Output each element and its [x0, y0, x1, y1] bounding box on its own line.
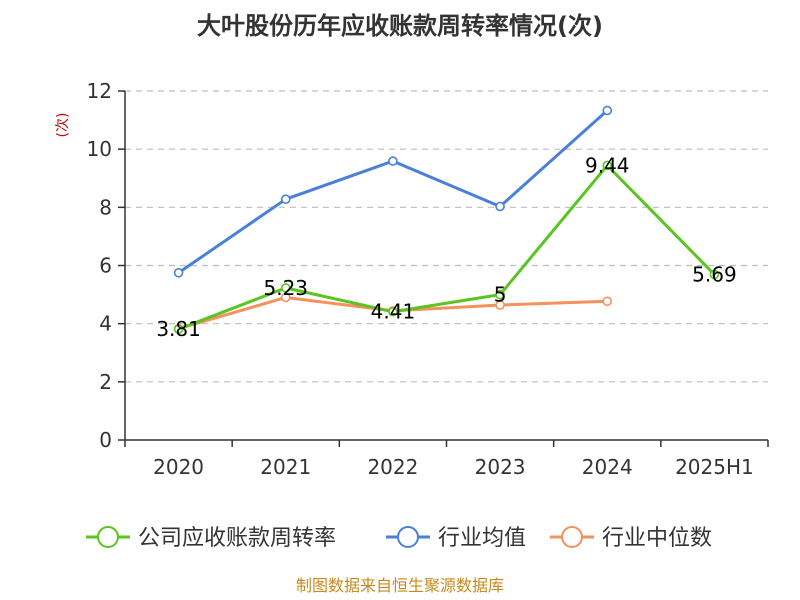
data-point	[173, 324, 184, 334]
series-group	[173, 105, 720, 334]
data-point	[602, 160, 613, 171]
x-tick-label: 2023	[475, 455, 526, 479]
legend-label: 行业均值	[438, 526, 526, 551]
data-label: 9.44	[585, 153, 630, 177]
data-point	[280, 194, 291, 204]
legend-marker	[97, 526, 119, 548]
y-tick-label: 12	[87, 79, 112, 103]
data-point	[495, 300, 505, 310]
x-tick-label: 2020	[153, 455, 204, 479]
data-label: 5.69	[692, 263, 737, 287]
data-point	[709, 269, 720, 280]
data-point	[602, 296, 613, 307]
legend: 公司应收账款周转率 行业均值 行业中位数	[86, 526, 712, 551]
legend-marker	[397, 526, 419, 548]
data-label: 4.41	[371, 300, 416, 324]
data-label: 5	[494, 283, 507, 307]
y-tick-label: 10	[87, 137, 112, 161]
y-tick-label: 4	[99, 312, 112, 336]
x-tick-label: 2022	[367, 455, 418, 479]
source-note: 制图数据来自恒生聚源数据库	[296, 576, 504, 595]
data-point	[388, 156, 398, 166]
y-tick-label: 8	[99, 195, 112, 219]
data-point	[388, 306, 398, 317]
x-tick-label: 2024	[582, 455, 633, 479]
series-line	[178, 163, 716, 331]
data-point	[280, 292, 291, 303]
legend-item-2: 行业中位数	[550, 526, 712, 551]
series-1	[173, 105, 613, 278]
legend-item-0: 公司应收账款周转率	[86, 526, 336, 551]
data-label: 5.23	[263, 276, 308, 300]
data-point	[495, 289, 505, 300]
x-tick-label: 2021	[260, 455, 311, 479]
legend-marker	[561, 526, 583, 548]
data-point	[495, 201, 505, 212]
chart-title: 大叶股份历年应收账款周转率情况(次)	[197, 12, 603, 40]
data-point	[173, 267, 184, 278]
data-label: 3.81	[156, 317, 201, 341]
legend-item-1: 行业均值	[386, 526, 526, 551]
y-axis-unit-label: (次)	[55, 113, 71, 138]
data-point	[280, 283, 291, 293]
data-labels: 3.81 5.23 4.41 5 9.44 5.69	[156, 153, 736, 341]
legend-label: 行业中位数	[602, 526, 712, 551]
legend-label: 公司应收账款周转率	[138, 526, 336, 551]
y-tick-label: 0	[99, 428, 112, 452]
data-point	[602, 105, 613, 116]
y-tick-label: 6	[99, 254, 112, 278]
series-0	[173, 160, 720, 334]
x-tick-label: 2025H1	[675, 455, 754, 479]
series-line	[177, 109, 609, 275]
y-tick-label: 2	[99, 370, 112, 394]
grid-lines	[125, 90, 768, 383]
axes: 0 2 4 6 8 10 12 2020 2021 2022 2023 2024 2025H1	[87, 79, 769, 479]
